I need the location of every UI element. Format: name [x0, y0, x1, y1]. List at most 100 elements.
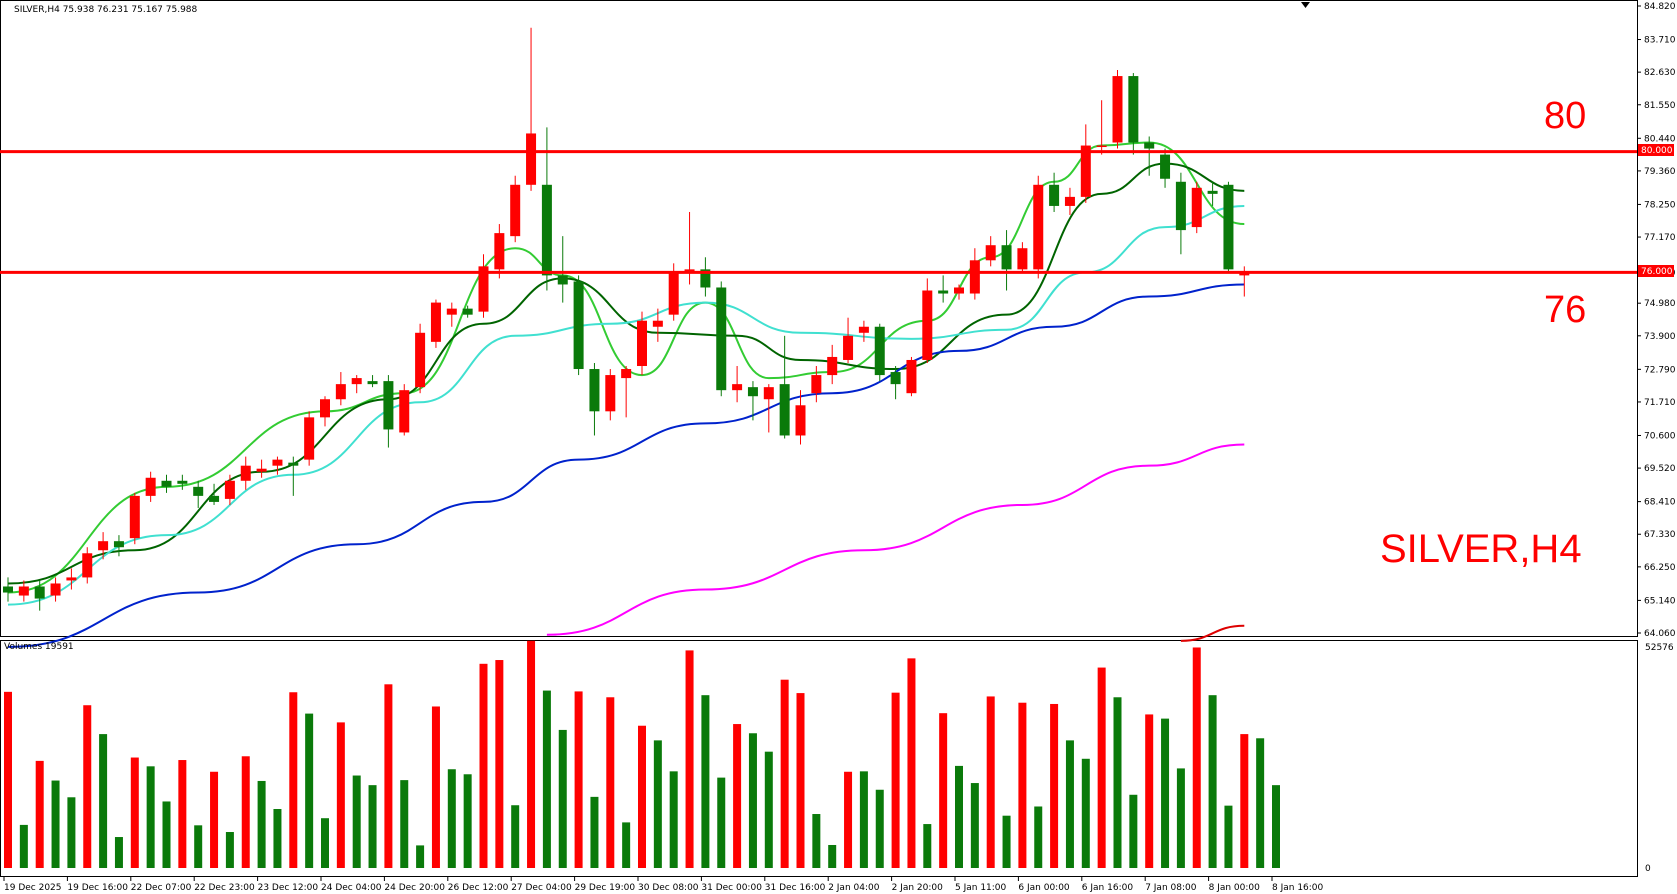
- volume-bar: [1208, 695, 1217, 868]
- volume-bar: [35, 760, 44, 868]
- shift-marker-icon[interactable]: [1301, 2, 1310, 8]
- volume-series: [4, 640, 1280, 868]
- chart-frame: [0, 0, 1638, 877]
- candle-body: [858, 326, 869, 333]
- candle-body: [351, 378, 362, 385]
- candle-body: [1096, 145, 1107, 148]
- candle-body: [668, 272, 679, 315]
- candle-body: [304, 417, 315, 460]
- candle-body: [1239, 272, 1250, 276]
- price-tick-label: 72.790: [1644, 365, 1676, 375]
- candle-body: [1112, 76, 1123, 143]
- candle-body: [1080, 145, 1091, 197]
- candle-body: [652, 320, 663, 327]
- volume-bar: [955, 765, 963, 868]
- candle-body: [1175, 181, 1186, 231]
- volume-bar: [828, 844, 837, 868]
- level-high-annotation: 80: [1544, 95, 1586, 137]
- volume-bar: [907, 658, 916, 868]
- volume-bar: [511, 805, 520, 868]
- time-tick-label: 31 Dec 00:00: [701, 883, 762, 893]
- volume-bar: [1256, 738, 1265, 868]
- price-axis: 84.820 83.710 82.630 81.550 80.440 79.360 78.2…: [1637, 2, 1676, 639]
- time-tick-label: 26 Dec 12:00: [448, 883, 509, 893]
- candle-body: [589, 369, 600, 412]
- volume-zero-label: 0: [1645, 864, 1651, 874]
- volume-bar: [114, 837, 123, 868]
- volume-bar: [273, 808, 282, 868]
- candle-body: [700, 269, 711, 288]
- price-tick-label: 81.550: [1644, 101, 1676, 111]
- candle-body: [1064, 196, 1075, 206]
- volume-bar: [83, 705, 92, 868]
- level-low-annotation: 76: [1544, 289, 1586, 331]
- time-tick-label: 23 Dec 12:00: [258, 883, 319, 893]
- volume-bar: [590, 796, 599, 868]
- volume-bar: [558, 729, 567, 868]
- time-tick-label: 24 Dec 20:00: [384, 883, 445, 893]
- volume-bar: [891, 692, 900, 868]
- volume-bar: [859, 771, 868, 868]
- price-tick-label: 79.360: [1644, 167, 1676, 177]
- volume-bar: [1176, 768, 1185, 868]
- volume-bar: [321, 818, 329, 868]
- volume-bar: [210, 771, 219, 868]
- volume-bar: [638, 725, 646, 868]
- time-tick-label: 8 Jan 16:00: [1272, 883, 1324, 893]
- candle-body: [732, 384, 743, 391]
- candle-body: [510, 184, 521, 237]
- volume-bar: [1192, 647, 1201, 868]
- volume-bar: [431, 706, 440, 868]
- volume-bar: [19, 824, 28, 868]
- candle-body: [98, 541, 109, 551]
- candle-body: [335, 384, 346, 400]
- time-tick-label: 7 Jan 08:00: [1145, 883, 1197, 893]
- volume-bar: [574, 691, 583, 868]
- price-tag-low: [1638, 265, 1674, 277]
- candle-body: [747, 387, 758, 397]
- time-tick-label: 2 Jan 04:00: [828, 883, 880, 893]
- volume-bar: [970, 783, 979, 868]
- volume-bar: [289, 692, 298, 868]
- candle-body: [1033, 184, 1044, 270]
- volume-bar: [1240, 734, 1249, 868]
- volume-panel-border: [0, 640, 1638, 877]
- volume-bar: [527, 640, 536, 868]
- candle-body: [256, 468, 267, 472]
- candle-body: [240, 465, 251, 481]
- candle-body: [224, 480, 235, 499]
- price-tick-label: 70.600: [1644, 431, 1676, 441]
- candle-body: [874, 326, 885, 376]
- time-tick-label: 6 Jan 16:00: [1082, 883, 1134, 893]
- volume-bar: [939, 713, 948, 868]
- candle-body: [193, 486, 204, 496]
- volume-bar: [162, 801, 171, 868]
- volume-bar: [447, 769, 456, 868]
- volume-bar: [1081, 758, 1090, 868]
- price-tick-label: 67.330: [1644, 530, 1676, 540]
- volume-bar: [748, 733, 757, 868]
- candle-body: [605, 375, 616, 412]
- time-tick-label: 22 Dec 07:00: [131, 883, 192, 893]
- candle-body: [1049, 184, 1060, 206]
- candle-body: [541, 184, 552, 276]
- price-tick-label: 80.440: [1644, 134, 1676, 144]
- volume-bar: [542, 690, 551, 868]
- candle-body: [161, 480, 172, 487]
- candle-body: [18, 586, 29, 596]
- ma-line-ma_red: [1180, 624, 1245, 642]
- candle-body: [288, 462, 299, 466]
- volume-bar: [305, 713, 314, 868]
- volume-bar: [400, 780, 409, 868]
- volume-bar: [606, 697, 615, 868]
- candle-body: [1017, 248, 1028, 270]
- time-tick-label: 6 Jan 00:00: [1018, 883, 1070, 893]
- ma-line-ma_blue: [7, 283, 1245, 648]
- candle-body: [1001, 245, 1012, 270]
- volume-bar: [495, 660, 504, 868]
- time-axis: 19 Dec 2025 19 Dec 16:00 22 Dec 07:00 22 De…: [3, 877, 1324, 893]
- volume-bar: [1018, 702, 1027, 868]
- price-tick-label: 77.170: [1644, 233, 1676, 243]
- volume-bar: [1097, 667, 1106, 868]
- candle-body: [1160, 154, 1171, 179]
